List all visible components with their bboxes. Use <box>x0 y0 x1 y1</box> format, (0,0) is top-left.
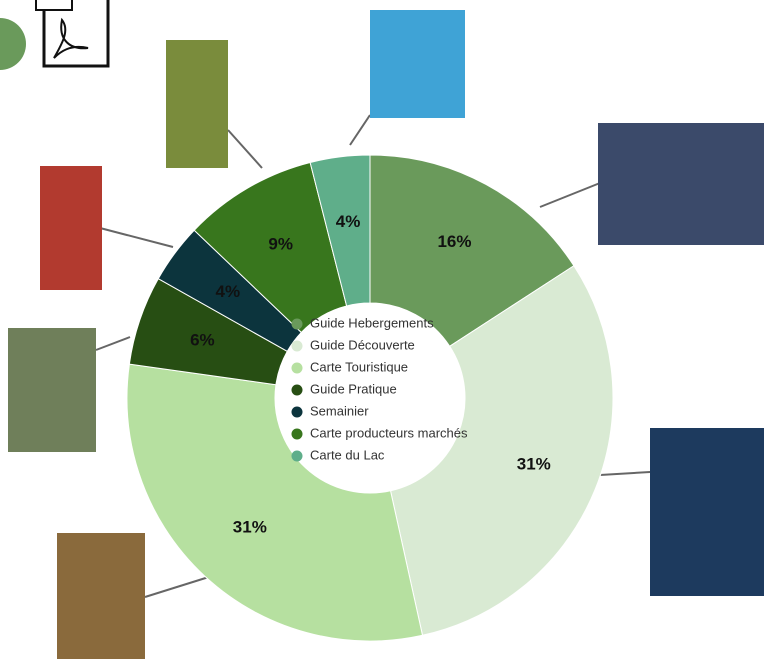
slice-label: 31% <box>517 455 551 474</box>
slice-label: 4% <box>215 282 240 301</box>
brochure-thumbnails <box>8 10 764 659</box>
legend-swatch <box>291 384 303 396</box>
slice-label: 6% <box>190 331 215 350</box>
slice-label: 31% <box>233 517 267 536</box>
slice-label: 16% <box>437 232 471 251</box>
legend-label: Carte du Lac <box>310 447 385 462</box>
legend-swatch <box>291 362 303 374</box>
legend-label: Guide Hebergements <box>310 315 434 330</box>
legend-swatch <box>291 318 303 330</box>
donut-slice <box>389 265 614 636</box>
legend-label: Guide Pratique <box>310 381 397 396</box>
legend-label: Carte producteurs marchés <box>310 425 468 440</box>
slice-label: 9% <box>268 235 293 254</box>
legend-swatch <box>291 428 303 440</box>
donut-slice <box>309 154 371 307</box>
legend-swatch <box>291 450 303 462</box>
pdf-icon[interactable] <box>35 0 110 68</box>
legend-label: Guide Découverte <box>310 337 415 352</box>
legend-label: Carte Touristique <box>310 359 408 374</box>
donut-slice <box>126 363 424 642</box>
legend-swatch <box>291 340 303 352</box>
slice-label: 4% <box>336 212 361 231</box>
legend-swatch <box>291 406 303 418</box>
legend-label: Semainier <box>310 403 369 418</box>
decor-circle <box>0 18 26 70</box>
